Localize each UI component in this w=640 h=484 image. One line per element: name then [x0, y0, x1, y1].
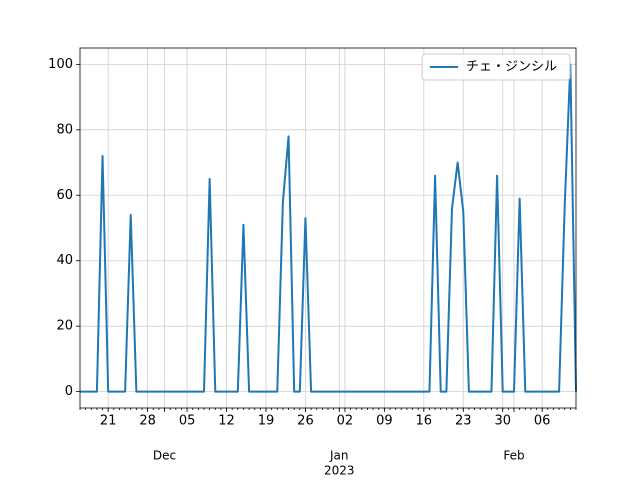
grid: [80, 48, 576, 408]
x-tick-label: 30: [494, 414, 511, 429]
y-tick-label: 60: [56, 188, 73, 203]
x-month-label: Dec: [153, 449, 176, 463]
y-tick-label: 20: [56, 319, 73, 334]
x-month-label: Jan: [329, 449, 349, 463]
line-series: [80, 63, 577, 393]
x-tick-label: 16: [416, 414, 433, 429]
x-tick-label: 12: [218, 414, 235, 429]
legend-label: チェ・ジンシル: [466, 60, 557, 75]
x-tick-label: 19: [258, 414, 275, 429]
y-tick-label: 40: [56, 253, 73, 268]
legend-box: [421, 53, 571, 81]
y-tick-label: 80: [56, 122, 73, 137]
x-tick-label: 09: [376, 414, 393, 429]
x-tick-label: 02: [337, 414, 354, 429]
x-tick-label: 28: [139, 414, 156, 429]
x-tick-label: 05: [179, 414, 196, 429]
x-tick-label: 23: [455, 414, 472, 429]
x-tick-label: 21: [100, 414, 117, 429]
x-month-label: Feb: [503, 449, 524, 463]
x-tick-label: 26: [297, 414, 314, 429]
x-tick-label: 06: [534, 414, 551, 429]
y-tick-label: 0: [65, 384, 73, 399]
y-tick-label: 100: [48, 57, 73, 72]
x-offset-label: 2023: [324, 464, 355, 478]
plot-area: [80, 63, 577, 393]
legend: チェ・ジンシル: [421, 53, 571, 81]
